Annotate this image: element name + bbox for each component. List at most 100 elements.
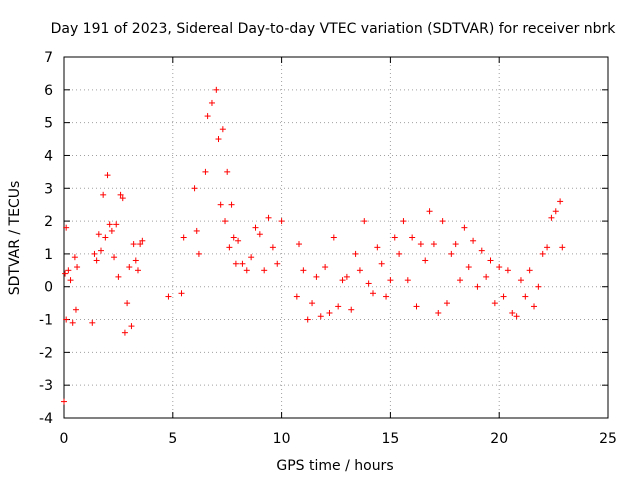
data-point bbox=[352, 250, 359, 257]
data-point bbox=[139, 237, 146, 244]
data-point bbox=[439, 218, 446, 225]
x-tick-label: 5 bbox=[168, 431, 177, 447]
data-point bbox=[404, 277, 411, 284]
y-tick-label: -2 bbox=[39, 345, 53, 361]
data-point bbox=[104, 172, 111, 179]
plot-frame bbox=[63, 56, 609, 419]
data-point bbox=[348, 306, 355, 313]
data-point bbox=[457, 277, 464, 284]
data-point bbox=[269, 244, 276, 251]
data-point bbox=[102, 234, 109, 241]
data-point bbox=[330, 234, 337, 241]
data-point bbox=[128, 323, 135, 330]
data-point bbox=[417, 241, 424, 248]
data-point bbox=[361, 218, 368, 225]
data-point bbox=[222, 218, 229, 225]
data-point bbox=[557, 198, 564, 205]
data-point bbox=[111, 254, 118, 261]
data-point bbox=[261, 267, 268, 274]
data-point bbox=[278, 218, 285, 225]
data-point bbox=[365, 280, 372, 287]
data-point bbox=[137, 241, 144, 248]
data-point bbox=[309, 300, 316, 307]
data-point bbox=[208, 99, 215, 106]
data-point bbox=[452, 241, 459, 248]
data-point bbox=[322, 264, 329, 271]
y-tick-label: -4 bbox=[39, 411, 53, 427]
data-point bbox=[132, 257, 139, 264]
grid-lines bbox=[64, 57, 608, 418]
data-point bbox=[71, 254, 78, 261]
data-point bbox=[293, 293, 300, 300]
data-point bbox=[228, 201, 235, 208]
data-point bbox=[517, 277, 524, 284]
data-point bbox=[180, 234, 187, 241]
data-point bbox=[213, 86, 220, 93]
data-point bbox=[391, 234, 398, 241]
data-point bbox=[387, 277, 394, 284]
data-point bbox=[67, 277, 74, 284]
data-point bbox=[478, 247, 485, 254]
data-point bbox=[230, 234, 237, 241]
y-tick-label: 5 bbox=[44, 116, 53, 132]
data-point bbox=[426, 208, 433, 215]
data-point bbox=[95, 231, 102, 238]
data-point bbox=[63, 224, 70, 231]
y-tick-label: 1 bbox=[44, 247, 53, 263]
data-point bbox=[313, 273, 320, 280]
data-point bbox=[97, 247, 104, 254]
data-point bbox=[243, 267, 250, 274]
data-point bbox=[217, 201, 224, 208]
y-axis-label: SDTVAR / TECUs bbox=[7, 181, 23, 296]
x-axis-label: GPS time / hours bbox=[276, 458, 393, 474]
data-point bbox=[193, 227, 200, 234]
data-point bbox=[378, 260, 385, 267]
data-point bbox=[335, 303, 342, 310]
data-point bbox=[513, 313, 520, 320]
data-point bbox=[422, 257, 429, 264]
data-point bbox=[374, 244, 381, 251]
x-tick-labels: 0 5 10 15 20 25 bbox=[60, 431, 617, 447]
data-point bbox=[535, 283, 542, 290]
data-point bbox=[465, 264, 472, 271]
data-point bbox=[89, 319, 96, 326]
x-tick-label: 10 bbox=[273, 431, 291, 447]
data-point bbox=[119, 195, 126, 202]
x-tick-label: 20 bbox=[490, 431, 508, 447]
y-tick-label: 0 bbox=[44, 280, 53, 296]
data-point bbox=[265, 214, 272, 221]
data-point bbox=[317, 313, 324, 320]
data-point bbox=[470, 237, 477, 244]
data-point bbox=[491, 300, 498, 307]
data-point bbox=[74, 264, 81, 271]
data-point bbox=[413, 303, 420, 310]
data-point bbox=[548, 214, 555, 221]
data-point bbox=[522, 293, 529, 300]
data-point bbox=[539, 250, 546, 257]
data-point bbox=[178, 290, 185, 297]
y-tick-label: 3 bbox=[44, 181, 53, 197]
data-point bbox=[474, 283, 481, 290]
data-point bbox=[108, 227, 115, 234]
data-point bbox=[544, 244, 551, 251]
data-point bbox=[448, 250, 455, 257]
data-point bbox=[409, 234, 416, 241]
data-point bbox=[256, 231, 263, 238]
data-point bbox=[343, 273, 350, 280]
data-point bbox=[202, 168, 209, 175]
data-point bbox=[300, 267, 307, 274]
data-point bbox=[435, 309, 442, 316]
x-tick-label: 25 bbox=[599, 431, 617, 447]
data-point bbox=[483, 273, 490, 280]
data-point bbox=[252, 224, 259, 231]
data-point bbox=[430, 241, 437, 248]
data-point bbox=[91, 250, 98, 257]
data-point bbox=[124, 300, 131, 307]
data-point bbox=[400, 218, 407, 225]
data-point bbox=[526, 267, 533, 274]
data-point bbox=[356, 267, 363, 274]
x-tick-label: 0 bbox=[60, 431, 69, 447]
data-point bbox=[274, 260, 281, 267]
y-tick-label: 6 bbox=[44, 83, 53, 99]
